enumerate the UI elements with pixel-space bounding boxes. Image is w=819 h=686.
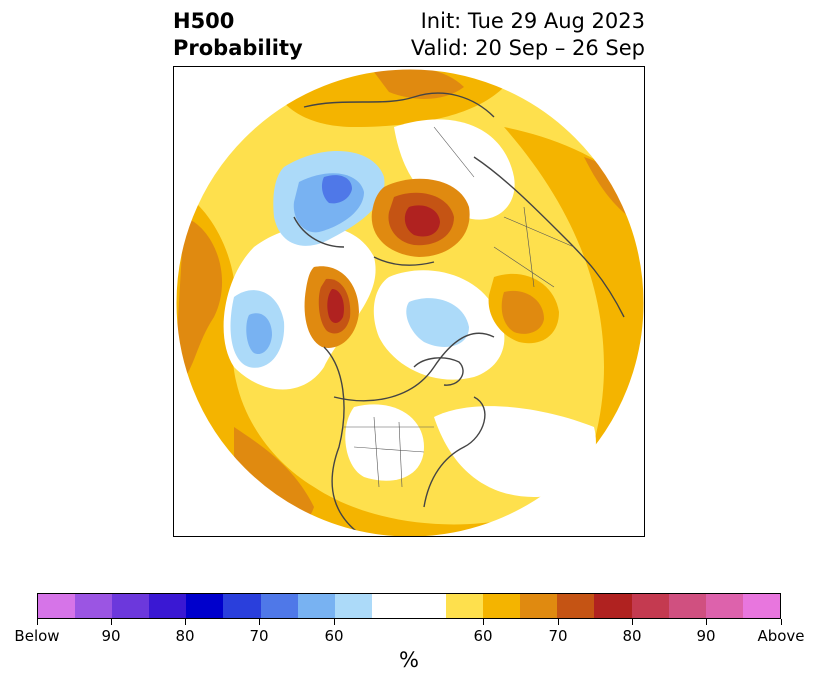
colorbar-tick-label: 90 <box>696 627 716 645</box>
colorbar-segment <box>446 594 484 618</box>
colorbar-tick <box>483 619 484 625</box>
borders <box>344 126 575 488</box>
colorbar-segment <box>520 594 558 618</box>
colorbar-segment <box>149 594 187 618</box>
below-60-canada <box>406 298 469 347</box>
colorbar-tick-label: 60 <box>324 627 344 645</box>
colorbar-tick-label: 70 <box>548 627 568 645</box>
valid-range: Valid: 20 Sep – 26 Sep <box>410 36 645 60</box>
neutral-area-atlantic <box>434 406 596 497</box>
neutral-area-usa <box>345 404 424 481</box>
colorbar-segment <box>112 594 150 618</box>
colorbar-segment <box>483 594 521 618</box>
band-70-west <box>176 217 222 387</box>
colorbar-segment <box>334 594 372 618</box>
colorbar-tick-label: 90 <box>101 627 121 645</box>
colorbar-tick <box>632 619 633 625</box>
colorbar-segment <box>742 594 780 618</box>
colorbar-tick <box>706 619 707 625</box>
colorbar-segment <box>631 594 669 618</box>
colorbar-tick-label: Below <box>14 627 60 645</box>
band-70-north <box>374 69 464 99</box>
colorbar-segment <box>594 594 632 618</box>
colorbar-tick-label: 70 <box>249 627 269 645</box>
above-80-arctic <box>404 205 440 237</box>
date-info: Init: Tue 29 Aug 2023 Valid: 20 Sep – 26… <box>411 8 645 62</box>
probability-map <box>173 66 645 537</box>
colorbar-tick-label: Above <box>757 627 805 645</box>
colorbar-segment <box>557 594 595 618</box>
title-line-2: Probability <box>173 36 303 60</box>
neutral-area-top <box>394 119 515 220</box>
colorbar-tick <box>334 619 335 625</box>
title-line-1: H500 <box>173 9 235 33</box>
colorbar-unit-label: % <box>399 648 419 672</box>
colorbar-segment <box>668 594 706 618</box>
colorbar-segment <box>38 594 76 618</box>
colorbar-tick <box>558 619 559 625</box>
colorbar-segment <box>371 594 447 618</box>
coastlines <box>293 92 625 536</box>
colorbar-tick <box>185 619 186 625</box>
colorbar-tick <box>259 619 260 625</box>
below-65-pacific <box>246 313 272 355</box>
above-70-europe <box>501 290 544 334</box>
init-date: Init: Tue 29 Aug 2023 <box>420 9 645 33</box>
colorbar-segment <box>297 594 335 618</box>
below-70-north-pacific <box>321 175 352 204</box>
colorbar-tick-label: 60 <box>473 627 493 645</box>
colorbar-segment <box>705 594 743 618</box>
map-title: H500 Probability <box>173 8 303 62</box>
colorbar-segment <box>186 594 224 618</box>
colorbar-segment <box>260 594 298 618</box>
colorbar-segment <box>75 594 113 618</box>
above-80-alaska <box>327 289 344 323</box>
colorbar-tick <box>781 619 782 625</box>
colorbar-tick <box>37 619 38 625</box>
colorbar-tick-label: 80 <box>622 627 642 645</box>
polar-map-svg <box>175 68 644 536</box>
colorbar-tick <box>111 619 112 625</box>
colorbar <box>37 593 781 619</box>
colorbar-segment <box>223 594 261 618</box>
colorbar-tick-label: 80 <box>175 627 195 645</box>
